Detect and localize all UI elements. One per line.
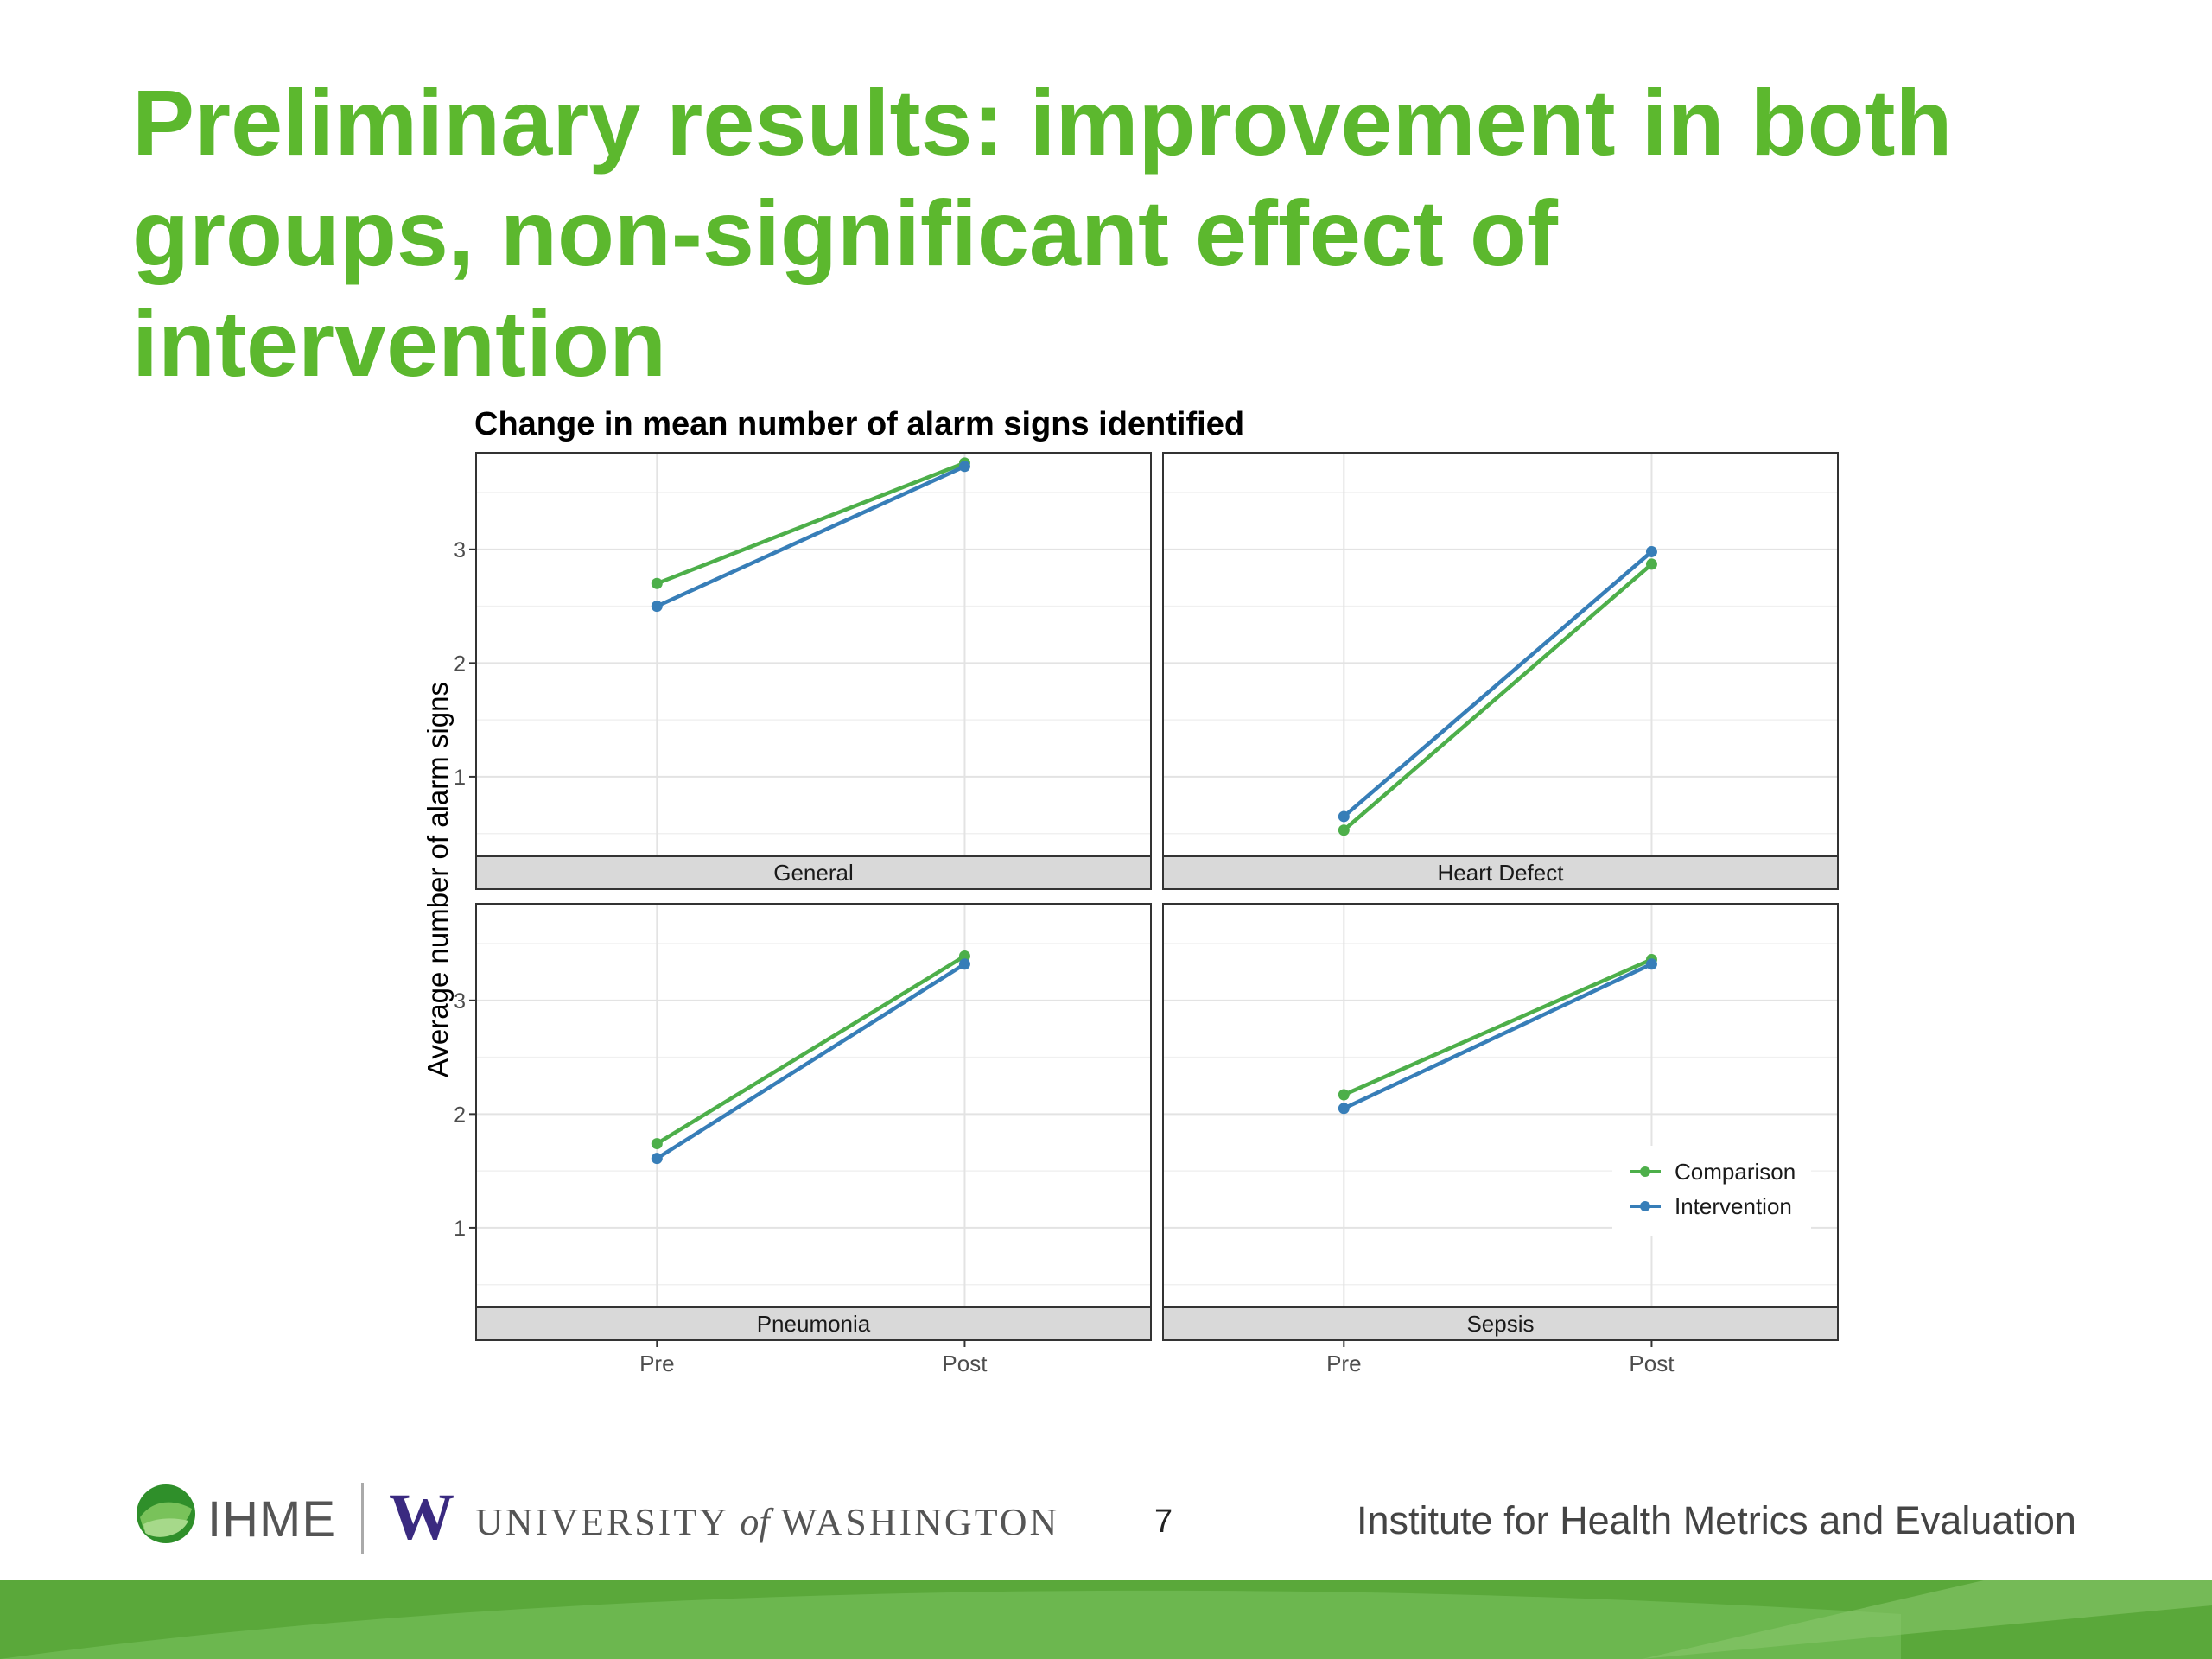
slide-title: Preliminary results: improvement in both… bbox=[132, 70, 1953, 396]
panel-background bbox=[1163, 904, 1838, 1307]
institute-name: Institute for Health Metrics and Evaluat… bbox=[1357, 1498, 2076, 1542]
data-point-intervention bbox=[1645, 545, 1657, 557]
data-point-comparison bbox=[958, 950, 970, 963]
legend-background bbox=[1612, 1146, 1811, 1236]
y-tick-label: 1 bbox=[454, 766, 466, 790]
y-tick-label: 2 bbox=[454, 652, 466, 676]
panel-background bbox=[476, 453, 1151, 856]
series-line-comparison bbox=[1343, 957, 1653, 1097]
legend-key-point bbox=[1640, 1201, 1650, 1211]
series-line-comparison bbox=[656, 461, 966, 586]
series-line-intervention bbox=[1342, 550, 1653, 818]
footer-divider bbox=[361, 1483, 364, 1554]
series-line-intervention bbox=[656, 464, 966, 608]
facet-strip bbox=[475, 855, 1152, 890]
facet-strip bbox=[1162, 855, 1839, 890]
y-axis-label: Average number of alarm signs bbox=[422, 682, 454, 1077]
data-point-intervention bbox=[651, 601, 663, 613]
data-point-intervention bbox=[651, 1153, 663, 1165]
ihme-logo-icon bbox=[137, 1484, 195, 1543]
legend-key-point bbox=[1640, 1166, 1650, 1177]
series-line-comparison bbox=[1342, 563, 1653, 832]
uw-wordmark: UNIVERSITY of WASHINGTON bbox=[475, 1498, 1059, 1547]
series-line-intervention bbox=[1343, 962, 1653, 1110]
ihme-wordmark: IHME bbox=[207, 1491, 336, 1548]
legend-label: Comparison bbox=[1675, 1159, 1796, 1185]
uw-logo-icon: W bbox=[389, 1481, 454, 1554]
data-point-comparison bbox=[1645, 558, 1657, 570]
data-point-comparison bbox=[651, 1138, 663, 1150]
data-point-comparison bbox=[651, 577, 663, 589]
x-tick-label: Post bbox=[942, 1351, 988, 1376]
y-tick-label: 3 bbox=[454, 538, 466, 563]
panel-background bbox=[476, 904, 1151, 1307]
page-number: 7 bbox=[1154, 1503, 1173, 1540]
x-tick-label: Pre bbox=[639, 1351, 674, 1376]
chart-title: Change in mean number of alarm signs ide… bbox=[474, 406, 1244, 442]
x-tick-label: Pre bbox=[1326, 1351, 1361, 1376]
data-point-intervention bbox=[1338, 1103, 1350, 1115]
facet-label: Heart Defect bbox=[1438, 860, 1565, 886]
panel-background bbox=[1163, 453, 1838, 856]
legend-label: Intervention bbox=[1675, 1193, 1792, 1219]
series-line-comparison bbox=[656, 954, 966, 1146]
uw-word-of: of bbox=[740, 1501, 770, 1543]
data-point-intervention bbox=[958, 461, 970, 473]
facet-strip bbox=[1162, 1306, 1839, 1341]
data-point-intervention bbox=[1338, 810, 1350, 823]
y-tick-label: 2 bbox=[454, 1103, 466, 1127]
data-point-comparison bbox=[1338, 1089, 1350, 1101]
x-tick-label: Post bbox=[1629, 1351, 1675, 1376]
facet-strip bbox=[475, 1306, 1152, 1341]
facet-label: Sepsis bbox=[1466, 1311, 1534, 1337]
facet-label: Pneumonia bbox=[757, 1311, 871, 1337]
uw-word-washington: WASHINGTON bbox=[780, 1501, 1060, 1543]
footer-decorative-bar bbox=[0, 1580, 2212, 1659]
data-point-comparison bbox=[1338, 824, 1350, 836]
y-tick-label: 1 bbox=[454, 1217, 466, 1241]
facet-label: General bbox=[773, 860, 854, 886]
series-line-intervention bbox=[656, 962, 966, 1160]
data-point-intervention bbox=[1645, 958, 1657, 970]
faceted-line-chart: Change in mean number of alarm signs ide… bbox=[422, 406, 1839, 1376]
y-tick-label: 3 bbox=[454, 989, 466, 1014]
data-point-intervention bbox=[958, 958, 970, 970]
uw-word-university: UNIVERSITY bbox=[475, 1501, 728, 1543]
